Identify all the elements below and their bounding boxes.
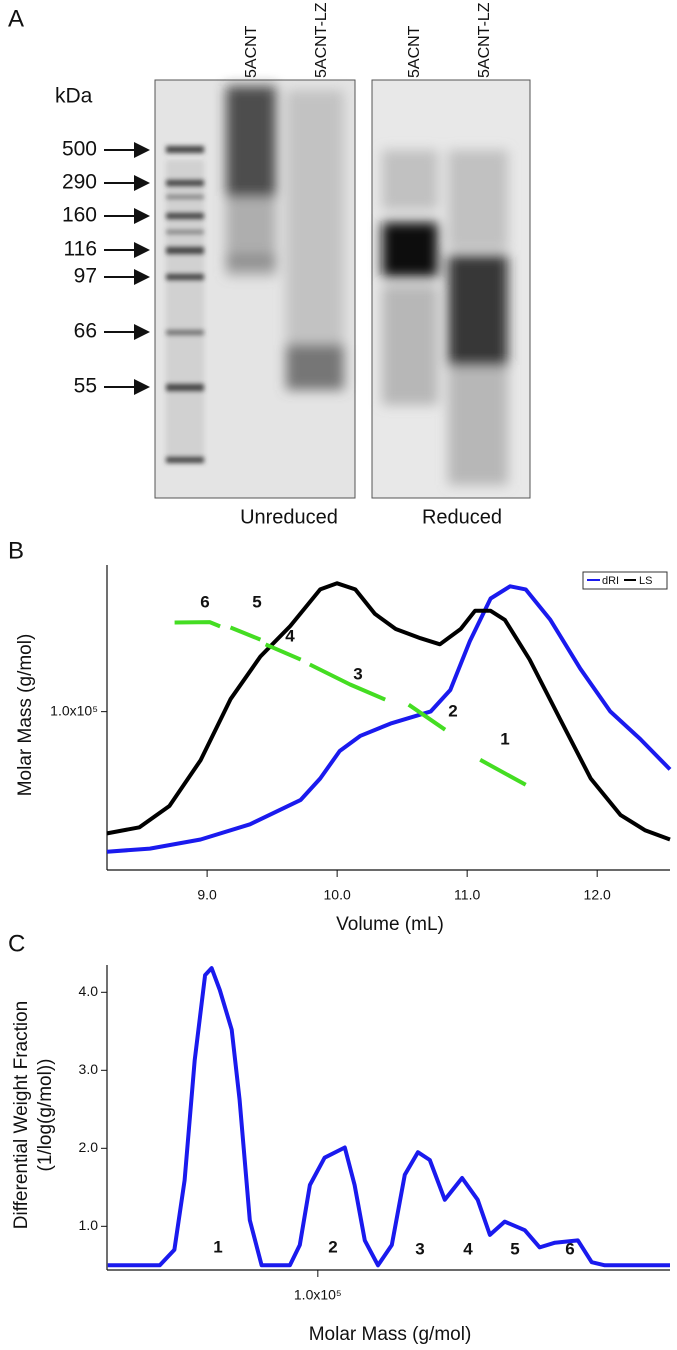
y-axis-title: Molar Mass (g/mol) <box>15 634 36 797</box>
x-axis-title: Molar Mass (g/mol) <box>309 1324 472 1345</box>
series-line <box>107 966 670 1268</box>
marker-label: 66 <box>74 320 97 343</box>
lane-label: 5ACNT <box>243 25 260 78</box>
x-tick-label: 12.0 <box>584 887 611 903</box>
annotation: 2 <box>328 1237 337 1256</box>
panel-label: B <box>8 537 24 564</box>
series-line <box>174 620 527 787</box>
series-line <box>106 584 672 854</box>
condition-label: Reduced <box>422 506 502 528</box>
annotation: 6 <box>565 1239 574 1258</box>
x-axis-title: Volume (mL) <box>336 914 444 935</box>
condition-label: Unreduced <box>240 506 338 528</box>
y-axis-title: (1/log(g/mol)) <box>35 1059 56 1172</box>
annotation: 6 <box>200 592 209 611</box>
y-tick-label: 4.0 <box>79 983 99 999</box>
marker-label: 116 <box>64 238 97 261</box>
annotation: 3 <box>353 664 362 683</box>
marker-label: 55 <box>74 375 97 398</box>
legend-label: LS <box>639 575 652 587</box>
annotation: 3 <box>415 1239 424 1258</box>
marker-label: 97 <box>74 265 97 288</box>
gel-unit: kDa <box>55 85 93 108</box>
annotation: 5 <box>510 1239 519 1258</box>
annotation: 2 <box>448 701 457 720</box>
y-axis-title: Differential Weight Fraction <box>11 1001 32 1229</box>
annotation: 4 <box>463 1239 473 1258</box>
x-tick-label: 11.0 <box>454 887 480 903</box>
y-tick-label: 2.0 <box>79 1139 99 1155</box>
y-tick-label: 3.0 <box>79 1061 99 1077</box>
y-tick-label: 1.0x10⁵ <box>50 702 98 718</box>
marker-label: 160 <box>62 204 97 227</box>
marker-label: 500 <box>62 138 97 161</box>
lane-label: 5ACNT-LZ <box>313 2 330 78</box>
x-tick-label: 10.0 <box>324 887 351 903</box>
x-tick-label: 1.0x10⁵ <box>294 1287 342 1303</box>
panel-label: C <box>8 930 25 957</box>
lane-label: 5ACNT-LZ <box>476 2 493 78</box>
annotation: 1 <box>500 729 509 748</box>
annotation: 4 <box>285 626 295 645</box>
marker-label: 290 <box>62 171 97 194</box>
annotation: 5 <box>252 592 261 611</box>
annotation: 1 <box>213 1237 222 1256</box>
x-tick-label: 9.0 <box>197 887 217 903</box>
panel-label: A <box>8 5 24 32</box>
legend-label: dRI <box>602 575 619 587</box>
series-line <box>106 581 671 842</box>
lane-label: 5ACNT <box>406 25 423 78</box>
y-tick-label: 1.0 <box>79 1217 99 1233</box>
gel-image <box>154 79 531 499</box>
